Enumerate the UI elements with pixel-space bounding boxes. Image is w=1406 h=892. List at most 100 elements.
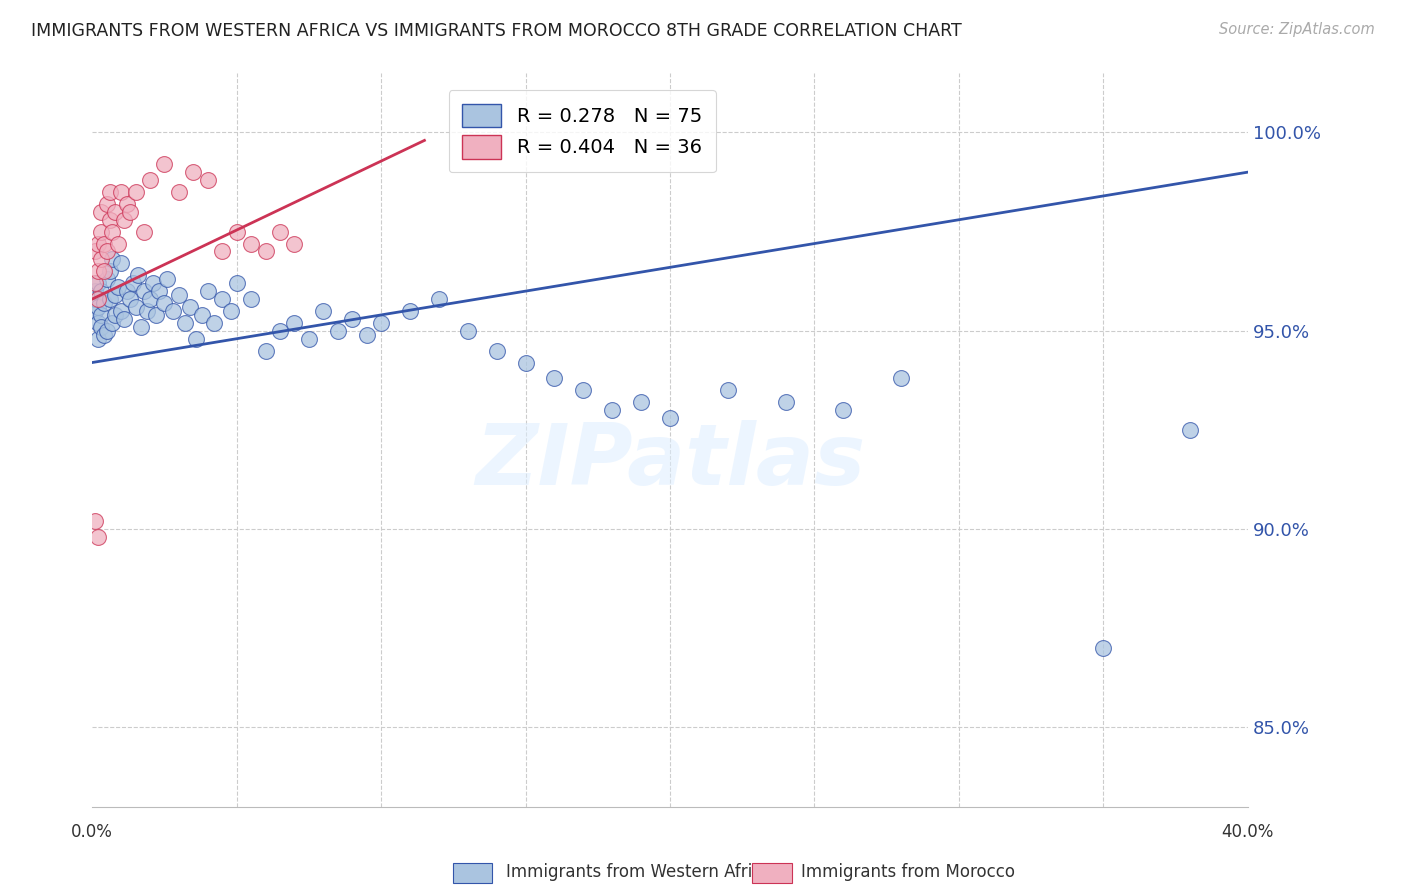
Point (90, 284, 112, 298)
Point (225, 276, 247, 290)
Point (145, 308, 167, 322)
Point (136, 304, 159, 318)
Point (153, 157, 176, 171)
Point (87, 300, 110, 314)
Point (142, 276, 165, 290)
Point (298, 332, 321, 346)
Point (93, 264, 115, 278)
Point (87, 332, 110, 346)
Point (101, 225, 124, 239)
Text: ZIPatlas: ZIPatlas (475, 420, 865, 503)
Point (134, 225, 156, 239)
Point (340, 312, 363, 326)
Point (153, 296, 176, 310)
Point (775, 395, 797, 409)
Point (104, 288, 127, 302)
Point (457, 324, 479, 338)
Point (90, 252, 112, 267)
Point (84, 292, 107, 306)
Point (87, 236, 110, 251)
Point (96, 197, 118, 211)
Point (370, 316, 392, 330)
Point (890, 371, 912, 385)
Point (167, 185, 190, 199)
Point (148, 284, 170, 298)
Legend: R = 0.278   N = 75, R = 0.404   N = 36: R = 0.278 N = 75, R = 0.404 N = 36 (449, 90, 716, 172)
Point (101, 316, 124, 330)
Point (115, 284, 138, 298)
Point (630, 395, 652, 409)
Point (107, 280, 129, 294)
Point (87, 530, 110, 544)
Point (129, 319, 152, 334)
Point (283, 236, 305, 251)
Point (181, 165, 204, 179)
Point (93, 327, 115, 342)
Point (832, 403, 855, 417)
Point (197, 173, 219, 187)
Point (115, 197, 138, 211)
Point (179, 300, 201, 314)
Point (112, 312, 135, 326)
Point (139, 173, 162, 187)
Point (156, 272, 179, 286)
Point (93, 296, 115, 310)
Point (96, 324, 118, 338)
Point (124, 300, 146, 314)
Point (1178, 423, 1201, 437)
Point (197, 284, 219, 298)
Point (356, 327, 378, 342)
Point (84, 304, 107, 318)
Point (118, 204, 141, 219)
Text: 0.0%: 0.0% (72, 823, 112, 841)
Point (485, 343, 508, 358)
Point (121, 276, 143, 290)
Point (110, 185, 132, 199)
Point (543, 371, 565, 385)
Point (98, 292, 121, 306)
Point (312, 304, 335, 318)
Point (173, 316, 195, 330)
Point (600, 403, 623, 417)
Point (717, 384, 740, 398)
Point (127, 268, 149, 283)
Text: IMMIGRANTS FROM WESTERN AFRICA VS IMMIGRANTS FROM MOROCCO 8TH GRADE CORRELATION : IMMIGRANTS FROM WESTERN AFRICA VS IMMIGR… (31, 22, 962, 40)
Point (104, 204, 127, 219)
Point (87, 264, 110, 278)
Point (101, 252, 124, 267)
Point (427, 292, 450, 306)
Point (98, 185, 121, 199)
Point (87, 292, 110, 306)
Point (225, 225, 247, 239)
Point (326, 324, 349, 338)
Point (399, 304, 422, 318)
Point (96, 244, 118, 259)
Point (254, 343, 277, 358)
Point (269, 225, 291, 239)
Point (202, 316, 225, 330)
Point (240, 236, 263, 251)
Text: Immigrants from Morocco: Immigrants from Morocco (801, 863, 1015, 881)
Text: Source: ZipAtlas.com: Source: ZipAtlas.com (1219, 22, 1375, 37)
Point (269, 324, 291, 338)
Point (219, 304, 242, 318)
Point (659, 411, 682, 425)
Point (110, 256, 132, 270)
Point (87, 276, 110, 290)
Point (107, 236, 129, 251)
Point (110, 304, 132, 318)
Point (90, 204, 112, 219)
Point (186, 332, 208, 346)
Point (162, 304, 184, 318)
Point (104, 308, 127, 322)
Point (240, 292, 263, 306)
Point (254, 244, 277, 259)
Point (84, 276, 107, 290)
Point (87, 316, 110, 330)
Text: 40.0%: 40.0% (1222, 823, 1274, 841)
Point (93, 236, 115, 251)
Point (211, 292, 233, 306)
Point (90, 319, 112, 334)
Point (98, 264, 121, 278)
Point (1092, 641, 1115, 656)
